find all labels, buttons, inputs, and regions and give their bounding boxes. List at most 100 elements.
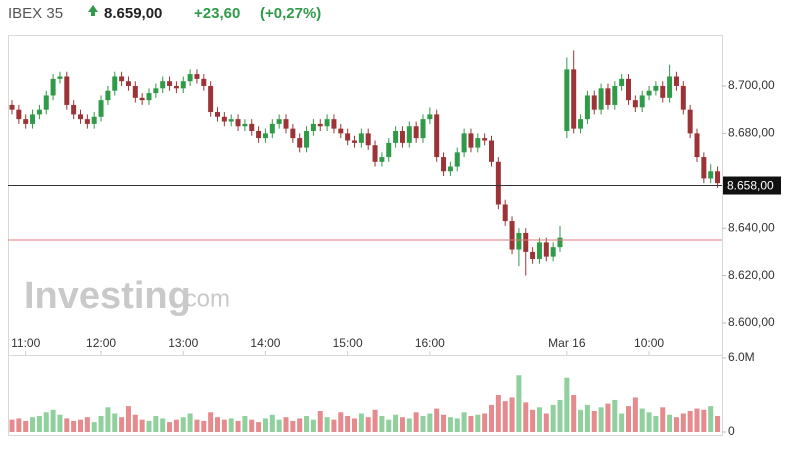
volume-bar	[619, 413, 625, 432]
candle-body	[557, 237, 563, 248]
volume-bar	[36, 415, 42, 432]
volume-bar	[112, 413, 118, 432]
volume-bar	[564, 377, 570, 432]
volume-bar	[180, 417, 186, 432]
volume-bar	[393, 414, 399, 432]
candle-body	[358, 133, 364, 143]
candle-body	[413, 126, 419, 139]
volume-bar	[50, 409, 56, 432]
last-price-box	[723, 176, 781, 195]
candle-body	[701, 157, 707, 179]
volume-bar	[557, 399, 563, 432]
volume-bar	[352, 418, 357, 432]
y-tick-label: 8.700,00	[728, 78, 775, 92]
candle-body	[187, 74, 193, 82]
candle-body	[338, 128, 344, 134]
volume-bar	[489, 404, 494, 432]
candle-body	[9, 104, 15, 110]
candle-body	[516, 232, 522, 250]
volume-bar	[406, 418, 412, 432]
candle-body	[160, 81, 166, 89]
x-tick-label: Mar 16	[548, 336, 586, 350]
candle-body	[297, 138, 303, 148]
volume-bar	[78, 419, 83, 432]
volume-bar	[536, 407, 542, 432]
volume-bar	[680, 413, 686, 432]
candle-body	[249, 123, 255, 131]
volume-bar	[221, 419, 227, 432]
volume-bar	[105, 407, 111, 432]
candle-body	[242, 123, 248, 127]
watermark-suffix: .com	[178, 285, 230, 312]
watermark-main: Investing	[24, 275, 191, 317]
candle-body	[468, 133, 474, 148]
candle-body	[228, 119, 234, 122]
volume-bar	[673, 417, 679, 432]
volume-bar	[153, 415, 159, 432]
candle-body	[441, 157, 447, 172]
volume-bar	[201, 420, 207, 432]
candle-body	[475, 138, 481, 148]
volume-bar	[345, 415, 351, 432]
y-tick-label: 8.620,00	[728, 268, 775, 282]
candle-body	[502, 204, 508, 222]
candle-body	[180, 81, 186, 89]
candle-body	[406, 126, 412, 143]
volume-bar	[701, 409, 707, 432]
candle-body	[262, 133, 268, 139]
volume-bar	[146, 420, 152, 432]
volume-tick-label: 6.0M	[728, 350, 755, 364]
volume-bar	[30, 417, 36, 432]
volume-panel	[8, 355, 723, 436]
candle-body	[461, 133, 467, 153]
candle-body	[276, 119, 282, 124]
candle-body	[23, 119, 29, 124]
volume-bar	[420, 415, 426, 432]
candle-body	[71, 104, 77, 115]
volume-bar	[427, 413, 433, 432]
candle-body	[578, 119, 584, 129]
volume-bar	[584, 404, 590, 432]
volume-bar	[605, 403, 611, 432]
candle-body	[167, 81, 173, 86]
volume-bar	[379, 415, 385, 432]
candle-body	[324, 119, 330, 127]
volume-bar	[269, 414, 275, 432]
candle-body	[632, 100, 638, 108]
candle-body	[434, 114, 440, 158]
volume-bar	[317, 411, 323, 432]
candle-body	[523, 232, 529, 252]
volume-bar	[482, 413, 488, 432]
candle-body	[619, 78, 625, 86]
volume-bar	[167, 422, 173, 432]
candle-body	[550, 247, 556, 257]
candle-body	[680, 85, 686, 110]
volume-bar	[694, 408, 700, 432]
last-price-label: 8.658,00	[727, 179, 774, 193]
volume-bar	[71, 420, 77, 432]
candle-body	[50, 78, 56, 96]
volume-bar	[543, 413, 549, 432]
candle-body	[447, 166, 453, 172]
volume-bar	[598, 407, 604, 432]
candle-body	[598, 88, 604, 110]
candle-body	[283, 119, 289, 129]
candle-body	[304, 131, 310, 148]
candle-body	[379, 157, 385, 162]
volume-bar	[324, 417, 330, 432]
candle-body	[571, 69, 577, 129]
volume-bar	[173, 419, 179, 432]
candle-body	[612, 85, 618, 105]
candle-body	[78, 114, 83, 120]
volume-bar	[447, 417, 453, 432]
candle-body	[345, 133, 351, 141]
volume-bar	[262, 418, 268, 432]
volume-bar	[194, 419, 200, 432]
volume-bar	[612, 399, 618, 432]
change-percent: (+0,27%)	[260, 5, 321, 22]
candle-body	[132, 85, 138, 98]
x-tick-label: 16:00	[415, 336, 445, 350]
volume-bar	[372, 409, 378, 432]
volume-bar	[653, 415, 659, 432]
volume-bar	[276, 419, 282, 432]
